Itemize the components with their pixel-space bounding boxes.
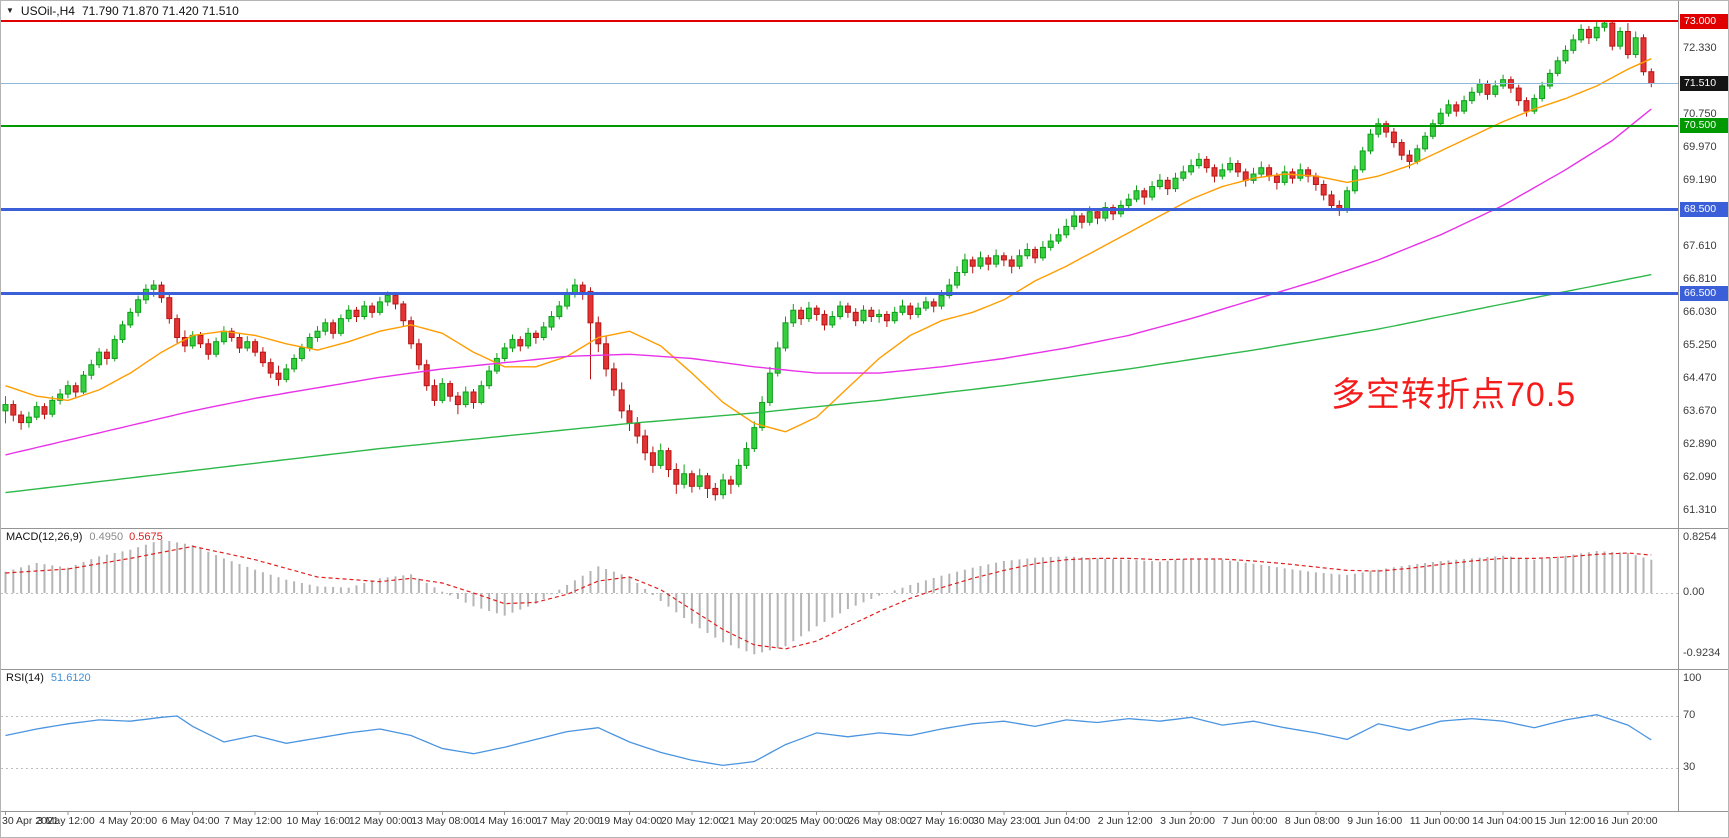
price-axis-label: 62.890 <box>1683 437 1717 450</box>
price-axis-label: 69.970 <box>1683 141 1717 154</box>
price-axis-label: 69.190 <box>1683 173 1717 186</box>
price-axis-label: 64.470 <box>1683 371 1717 384</box>
rsi-value: 51.6120 <box>50 672 91 684</box>
time-axis-label: 17 May 20:00 <box>536 815 600 827</box>
time-axis-label: 21 May 20:00 <box>723 815 787 827</box>
time-axis-label: 20 May 12:00 <box>660 815 725 827</box>
time-axis-label: 11 Jun 00:00 <box>1409 815 1470 827</box>
rsi-axis-label: 30 <box>1683 761 1696 773</box>
price-axis-label: 67.610 <box>1683 239 1717 252</box>
macd-main-value: 0.4950 <box>89 531 124 543</box>
price-axis-label: 70.750 <box>1683 108 1717 121</box>
time-axis-label: 26 May 08:00 <box>848 815 912 827</box>
time-axis-label: 27 May 16:00 <box>910 815 975 827</box>
macd-panel-label: MACD(12,26,9) 0.4950 0.5675 <box>6 531 163 543</box>
macd-axis-label: 0.8254 <box>1683 531 1717 544</box>
time-axis-label: 30 May 23:00 <box>972 815 1037 827</box>
symbol-timeframe-label: USOil-,H4 <box>20 4 75 18</box>
chart-text-annotation[interactable]: 多空转折点70.5 <box>1331 376 1577 414</box>
time-axis-label: 19 May 04:00 <box>598 815 663 827</box>
indicator-gridlines <box>1 593 1678 769</box>
price-badge-68.500: 68.500 <box>1680 202 1728 218</box>
chart-title: ▼ USOil-,H4 71.790 71.870 71.420 71.510 <box>6 4 239 18</box>
time-axis-label: 2 Jun 12:00 <box>1097 815 1153 827</box>
time-axis-label: 1 Jun 04:00 <box>1035 815 1091 827</box>
price-badge-73.000: 73.000 <box>1680 13 1728 29</box>
time-axis-label: 25 May 00:00 <box>785 815 850 827</box>
time-axis-label: 3 May 12:00 <box>36 815 95 827</box>
ma-slow-line <box>5 273 1652 494</box>
time-axis-label: 14 Jun 04:00 <box>1472 815 1533 827</box>
panel-separators <box>1 1 1728 815</box>
time-axis-label: 12 May 00:00 <box>348 815 413 827</box>
time-axis-label: 3 Jun 20:00 <box>1160 815 1215 827</box>
ma-medium-line <box>5 108 1652 456</box>
macd-axis-label: 0.00 <box>1683 586 1705 598</box>
time-axis-label: 14 May 16:00 <box>473 815 538 827</box>
time-axis-label: 16 Jun 20:00 <box>1596 815 1658 827</box>
time-axis-label: 7 May 12:00 <box>224 815 282 827</box>
macd-histogram <box>4 539 1653 655</box>
price-axis-label: 63.670 <box>1683 405 1717 418</box>
candles-series <box>2 20 1655 501</box>
time-axis-label: 8 Jun 08:00 <box>1284 815 1340 827</box>
price-axis-label: 61.310 <box>1683 504 1717 517</box>
macd-axis-label: -0.9234 <box>1683 647 1721 660</box>
rsi-axis-label: 70 <box>1683 709 1696 721</box>
rsi-panel-label: RSI(14) 51.6120 <box>6 672 91 684</box>
rsi-name: RSI(14) <box>6 672 44 684</box>
price-axis-label: 66.810 <box>1683 273 1717 286</box>
rsi-axis-label: 100 <box>1683 672 1702 684</box>
time-axis-label: 30 Apr 2021 <box>2 815 59 827</box>
time-axis-label: 9 Jun 16:00 <box>1347 815 1403 827</box>
price-axis-label: 65.250 <box>1683 338 1717 351</box>
macd-signal-value: 0.5675 <box>129 531 163 543</box>
time-axis-label: 4 May 20:00 <box>99 815 158 827</box>
ohlc-values: 71.790 71.870 71.420 71.510 <box>81 4 239 18</box>
chart-dropdown-icon: ▼ <box>6 5 14 15</box>
time-axis-label: 7 Jun 00:00 <box>1222 815 1278 827</box>
macd-signal-line <box>5 545 1652 650</box>
time-axis-label: 13 May 08:00 <box>411 815 475 827</box>
price-axis-label: 66.030 <box>1683 306 1717 319</box>
time-axis-label: 10 May 16:00 <box>286 815 351 827</box>
time-axis-label: 6 May 04:00 <box>161 815 220 827</box>
macd-name: MACD(12,26,9) <box>6 531 83 543</box>
price-axis-label: 62.090 <box>1683 471 1717 484</box>
price-badge-71.510: 71.510 <box>1680 75 1728 91</box>
time-axis-label: 15 Jun 12:00 <box>1534 815 1596 827</box>
price-badge-70.500: 70.500 <box>1680 118 1728 134</box>
price-axis-label: 72.330 <box>1683 42 1717 55</box>
rsi-line <box>5 714 1652 767</box>
price-badge-66.500: 66.500 <box>1680 285 1728 301</box>
